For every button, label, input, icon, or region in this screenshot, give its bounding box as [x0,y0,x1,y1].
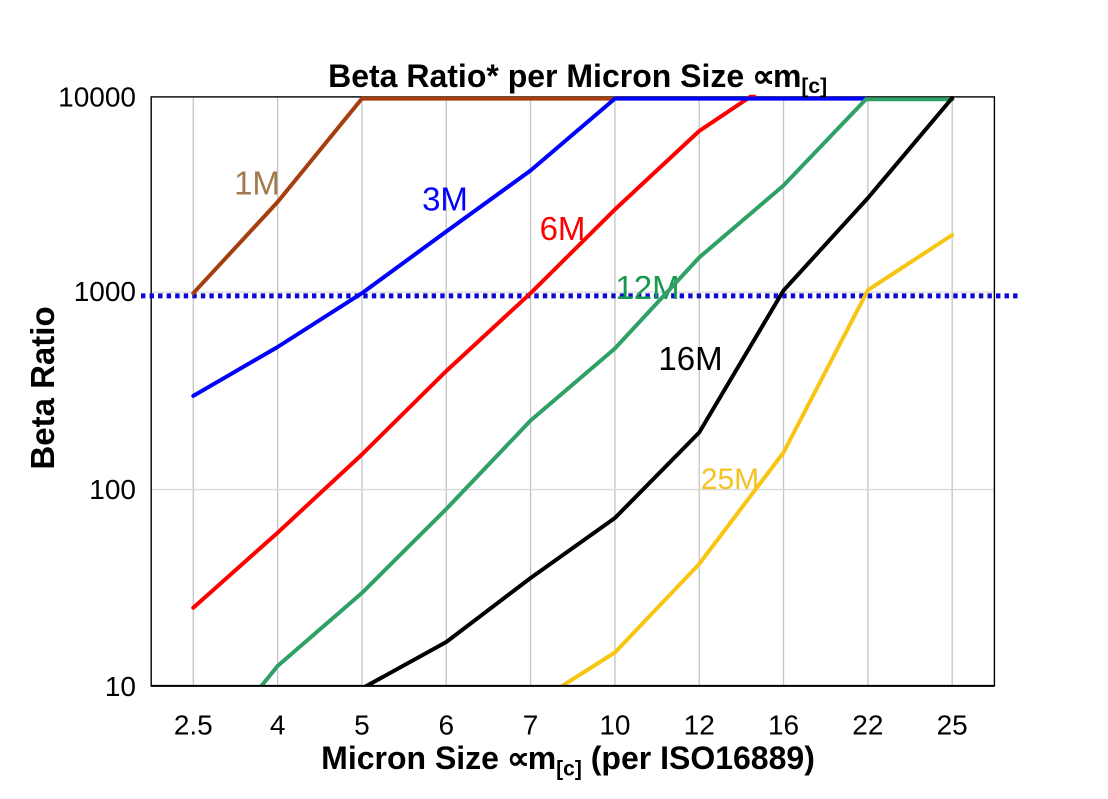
svg-text:2.5: 2.5 [174,710,213,741]
svg-text:10: 10 [599,710,630,741]
svg-text:3M: 3M [422,181,468,218]
svg-text:Beta Ratio* per Micron Size ∝m: Beta Ratio* per Micron Size ∝m[c] [328,58,827,98]
svg-text:7: 7 [523,710,539,741]
svg-text:4: 4 [270,710,286,741]
svg-text:6M: 6M [540,210,586,247]
svg-text:100: 100 [89,474,136,505]
svg-text:25M: 25M [701,463,759,496]
svg-text:10000: 10000 [58,81,136,112]
svg-text:5: 5 [354,710,370,741]
svg-text:25: 25 [937,710,968,741]
svg-text:16M: 16M [658,340,722,377]
svg-text:22: 22 [852,710,883,741]
svg-text:16: 16 [768,710,799,741]
svg-text:10: 10 [105,671,136,702]
svg-text:Micron Size ∝m[c] (per ISO1688: Micron Size ∝m[c] (per ISO16889) [321,740,815,781]
svg-text:1000: 1000 [74,276,136,307]
svg-text:Beta Ratio: Beta Ratio [24,306,61,469]
svg-text:6: 6 [438,710,454,741]
svg-text:12: 12 [684,710,715,741]
svg-text:1M: 1M [234,165,280,202]
